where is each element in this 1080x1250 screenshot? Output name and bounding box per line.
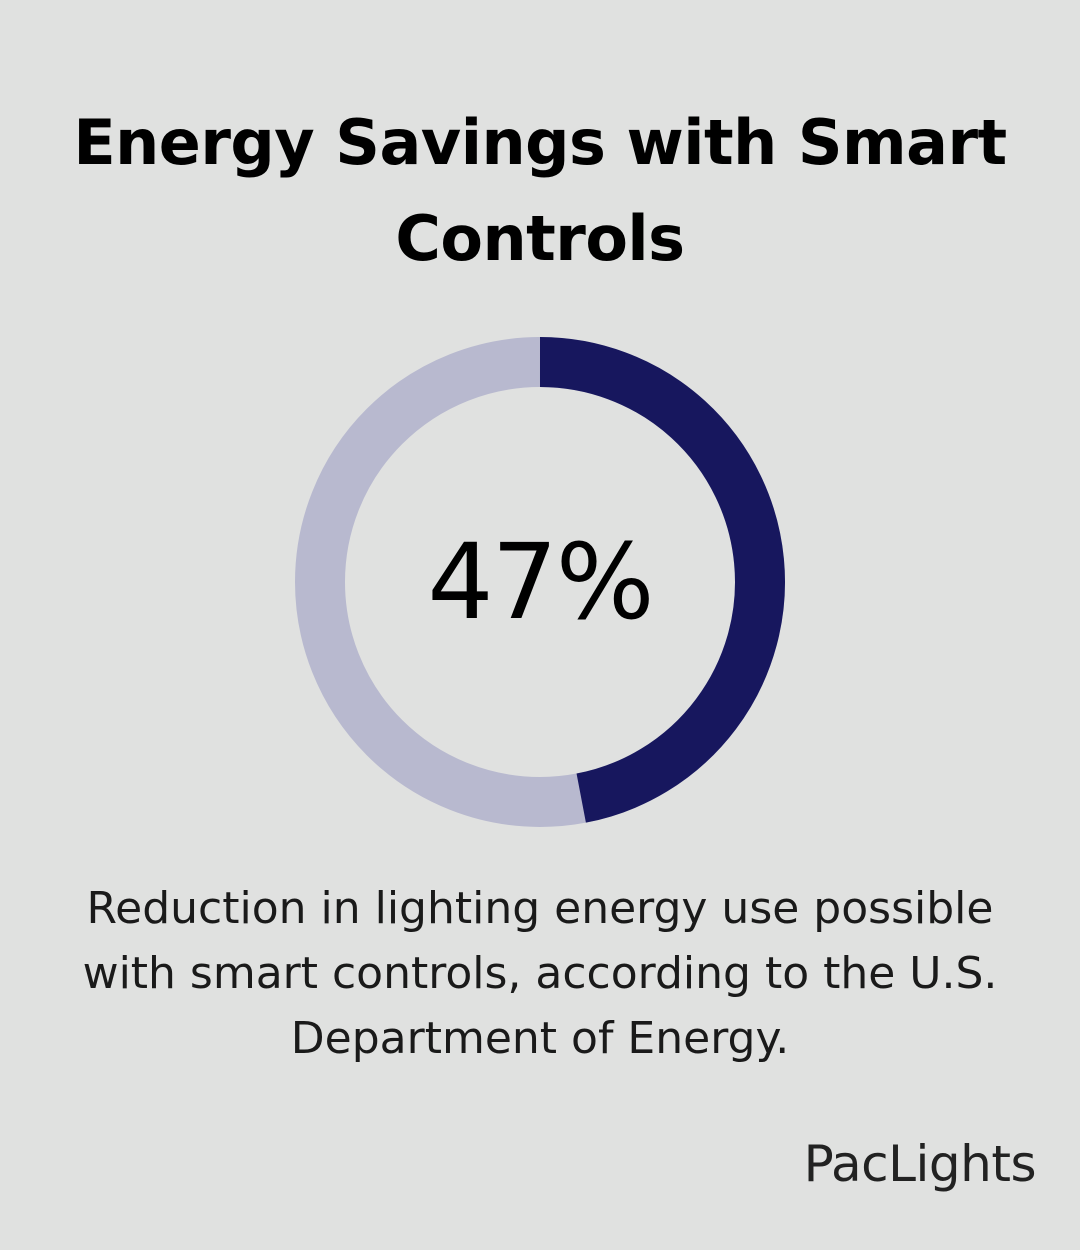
donut-chart: 47% xyxy=(290,332,790,832)
donut-svg xyxy=(295,337,785,827)
donut-value-segment xyxy=(539,337,785,823)
chart-description: Reduction in lighting energy use possibl… xyxy=(82,883,998,1064)
paclights-logo: PacLights xyxy=(803,1135,1037,1193)
chart-title: Energy Savings with Smart Controls xyxy=(73,106,1007,275)
center-percentage-label: 47% xyxy=(427,521,654,643)
